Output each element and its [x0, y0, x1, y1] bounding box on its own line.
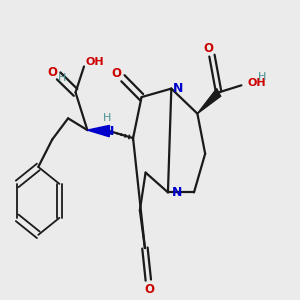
Text: N: N	[104, 124, 115, 138]
Text: O: O	[204, 42, 214, 55]
Text: OH: OH	[86, 57, 104, 67]
Text: O: O	[47, 66, 58, 79]
Polygon shape	[197, 88, 221, 114]
Text: O: O	[112, 67, 122, 80]
Text: N: N	[172, 186, 182, 199]
Text: H: H	[258, 72, 266, 82]
Polygon shape	[87, 125, 110, 137]
Text: OH: OH	[248, 78, 266, 88]
Text: H: H	[103, 112, 111, 123]
Text: N: N	[173, 82, 183, 95]
Text: O: O	[144, 283, 154, 296]
Text: H: H	[58, 73, 66, 83]
